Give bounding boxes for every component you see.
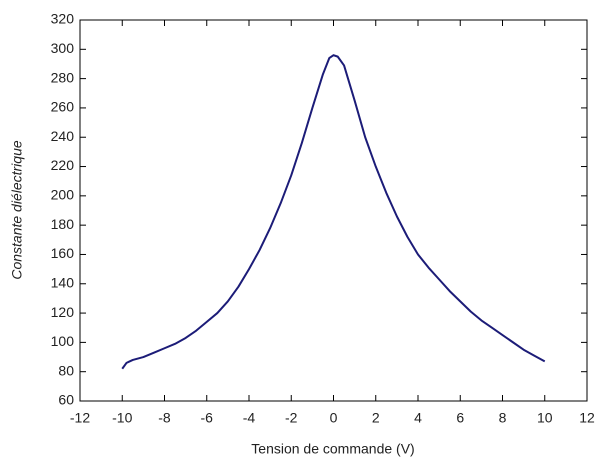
x-tick-label: -4	[243, 410, 256, 426]
y-tick-label: 260	[51, 99, 75, 115]
x-tick-label: 12	[579, 410, 595, 426]
x-tick-label: -6	[201, 410, 214, 426]
x-tick-label: 10	[537, 410, 553, 426]
data-line	[121, 54, 546, 370]
x-tick-label: 4	[414, 410, 422, 426]
y-tick-label: 300	[51, 40, 75, 56]
x-tick-label: 2	[372, 410, 380, 426]
y-tick-label: 240	[51, 128, 75, 144]
y-tick-label: 140	[51, 274, 75, 290]
y-tick-label: 160	[51, 245, 75, 261]
x-tick-label: -8	[158, 410, 171, 426]
x-axis-label: Tension de commande (V)	[251, 441, 414, 457]
y-tick-label: 100	[51, 333, 75, 349]
x-tick-label: -2	[285, 410, 298, 426]
y-axis-label: Constante diélectrique	[9, 140, 25, 280]
y-tick-label: 180	[51, 216, 75, 232]
y-tick-label: 80	[58, 362, 74, 378]
x-tick-label: -12	[70, 410, 90, 426]
plot-frame	[79, 19, 588, 402]
x-tick-label: 8	[499, 410, 507, 426]
x-tick-label: -10	[112, 410, 132, 426]
y-tick-label: 220	[51, 157, 75, 173]
x-tick-label: 6	[456, 410, 464, 426]
x-tick-label: 0	[330, 410, 338, 426]
y-tick-label: 320	[51, 11, 75, 27]
y-tick-label: 200	[51, 187, 75, 203]
y-tick-label: 60	[58, 392, 74, 408]
y-tick-label: 120	[51, 304, 75, 320]
y-tick-label: 280	[51, 69, 75, 85]
